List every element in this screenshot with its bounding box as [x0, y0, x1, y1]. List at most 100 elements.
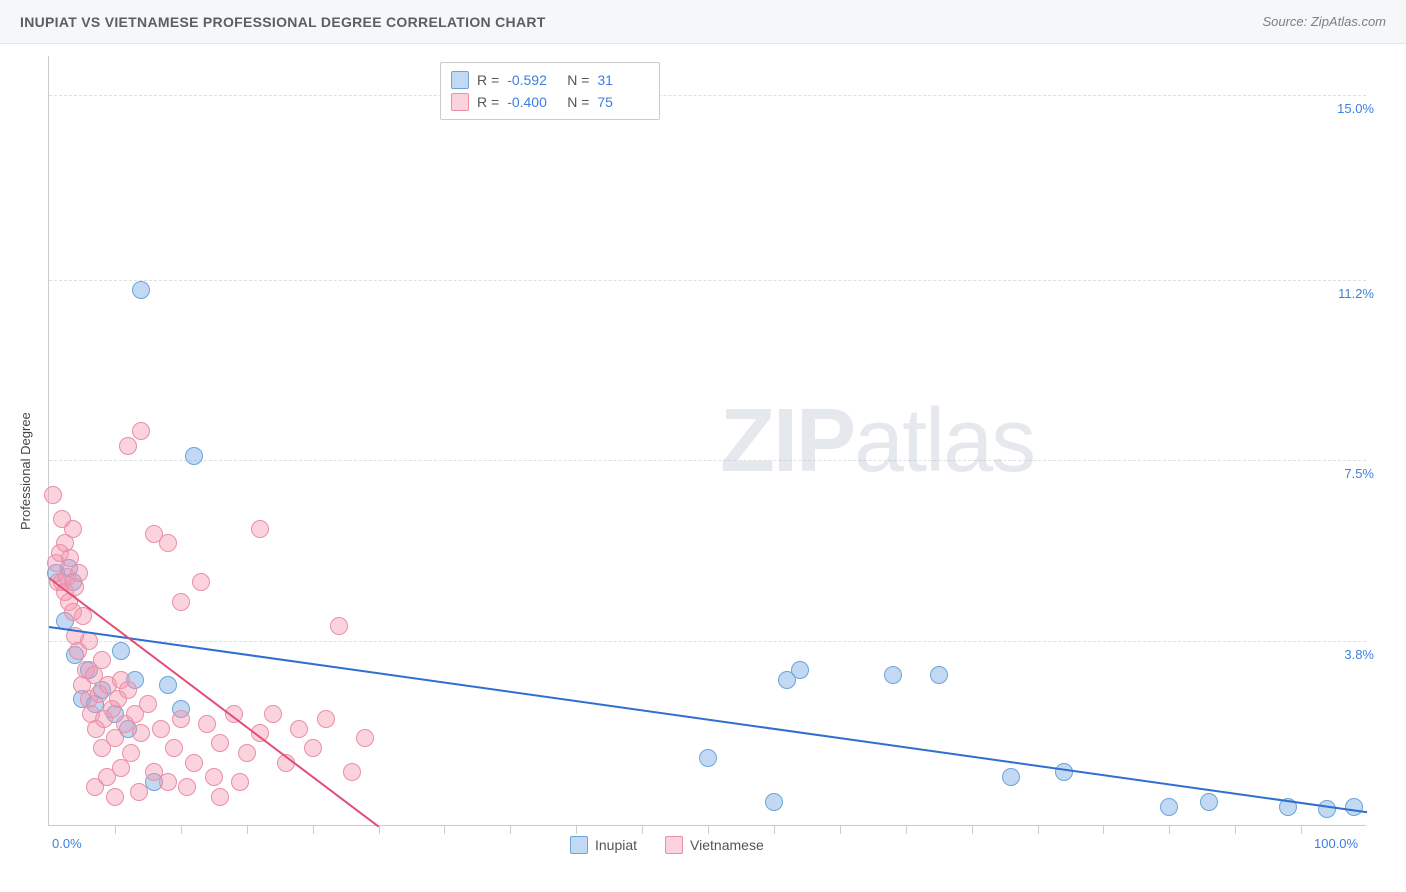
legend-swatch [665, 836, 683, 854]
scatter-point [699, 749, 717, 767]
x-tick-mark [247, 826, 248, 834]
scatter-point [130, 783, 148, 801]
x-tick-mark [576, 826, 577, 834]
x-tick-label: 0.0% [52, 836, 82, 851]
x-tick-mark [115, 826, 116, 834]
gridline [49, 460, 1366, 461]
scatter-point [119, 437, 137, 455]
legend-swatch [570, 836, 588, 854]
gridline [49, 641, 1366, 642]
legend-label: Inupiat [595, 837, 637, 853]
chart-title: INUPIAT VS VIETNAMESE PROFESSIONAL DEGRE… [20, 14, 546, 30]
scatter-point [159, 773, 177, 791]
legend-item: Vietnamese [665, 836, 764, 854]
scatter-point [930, 666, 948, 684]
stats-row: R = -0.400 N = 75 [451, 91, 649, 113]
scatter-point [791, 661, 809, 679]
scatter-point [1160, 798, 1178, 816]
scatter-point [172, 710, 190, 728]
x-tick-mark [181, 826, 182, 834]
x-tick-mark [444, 826, 445, 834]
scatter-point [185, 754, 203, 772]
scatter-point [343, 763, 361, 781]
scatter-point [1318, 800, 1336, 818]
r-label: R = [477, 69, 499, 91]
scatter-point [317, 710, 335, 728]
scatter-point [172, 593, 190, 611]
scatter-point [119, 681, 137, 699]
legend-swatch [451, 71, 469, 89]
legend-swatch [451, 93, 469, 111]
gridline [49, 95, 1366, 96]
x-tick-mark [1235, 826, 1236, 834]
scatter-point [205, 768, 223, 786]
y-tick-label: 11.2% [1314, 286, 1374, 301]
x-tick-mark [510, 826, 511, 834]
scatter-point [330, 617, 348, 635]
correlation-stats-box: R = -0.592 N = 31 R = -0.400 N = 75 [440, 62, 660, 120]
x-tick-mark [906, 826, 907, 834]
y-axis-label: Professional Degree [18, 412, 33, 530]
r-value: -0.592 [507, 69, 559, 91]
scatter-point [112, 642, 130, 660]
scatter-point [304, 739, 322, 757]
y-tick-label: 15.0% [1314, 101, 1374, 116]
legend-label: Vietnamese [690, 837, 764, 853]
scatter-point [165, 739, 183, 757]
n-label: N = [567, 69, 589, 91]
scatter-point [1055, 763, 1073, 781]
stats-row: R = -0.592 N = 31 [451, 69, 649, 91]
scatter-point [290, 720, 308, 738]
x-tick-mark [379, 826, 380, 834]
scatter-point [1002, 768, 1020, 786]
y-tick-label: 3.8% [1314, 647, 1374, 662]
scatter-point [198, 715, 216, 733]
scatter-point [139, 695, 157, 713]
x-tick-mark [642, 826, 643, 834]
gridline [49, 280, 1366, 281]
x-tick-mark [1301, 826, 1302, 834]
scatter-point [132, 422, 150, 440]
series-legend: Inupiat Vietnamese [570, 836, 764, 854]
scatter-point [211, 788, 229, 806]
scatter-point [185, 447, 203, 465]
x-tick-mark [1169, 826, 1170, 834]
scatter-point [64, 520, 82, 538]
chart-source: Source: ZipAtlas.com [1262, 14, 1386, 29]
scatter-point [159, 676, 177, 694]
x-tick-mark [1038, 826, 1039, 834]
scatter-point [70, 564, 88, 582]
scatter-point [132, 724, 150, 742]
header-bar: INUPIAT VS VIETNAMESE PROFESSIONAL DEGRE… [0, 0, 1406, 44]
scatter-point [132, 281, 150, 299]
x-tick-mark [972, 826, 973, 834]
scatter-point [93, 651, 111, 669]
scatter-point [765, 793, 783, 811]
x-tick-mark [313, 826, 314, 834]
scatter-point [356, 729, 374, 747]
scatter-point [264, 705, 282, 723]
scatter-point [178, 778, 196, 796]
x-tick-mark [840, 826, 841, 834]
x-tick-mark [708, 826, 709, 834]
scatter-point [106, 788, 124, 806]
n-value: 75 [597, 91, 649, 113]
x-tick-label: 100.0% [1314, 836, 1358, 851]
r-label: R = [477, 91, 499, 113]
scatter-plot [48, 56, 1366, 826]
n-value: 31 [597, 69, 649, 91]
scatter-point [884, 666, 902, 684]
n-label: N = [567, 91, 589, 113]
scatter-point [238, 744, 256, 762]
scatter-point [231, 773, 249, 791]
x-tick-mark [774, 826, 775, 834]
scatter-point [44, 486, 62, 504]
y-tick-label: 7.5% [1314, 466, 1374, 481]
scatter-point [192, 573, 210, 591]
legend-item: Inupiat [570, 836, 637, 854]
scatter-point [122, 744, 140, 762]
scatter-point [1200, 793, 1218, 811]
r-value: -0.400 [507, 91, 559, 113]
scatter-point [159, 534, 177, 552]
x-tick-mark [1103, 826, 1104, 834]
